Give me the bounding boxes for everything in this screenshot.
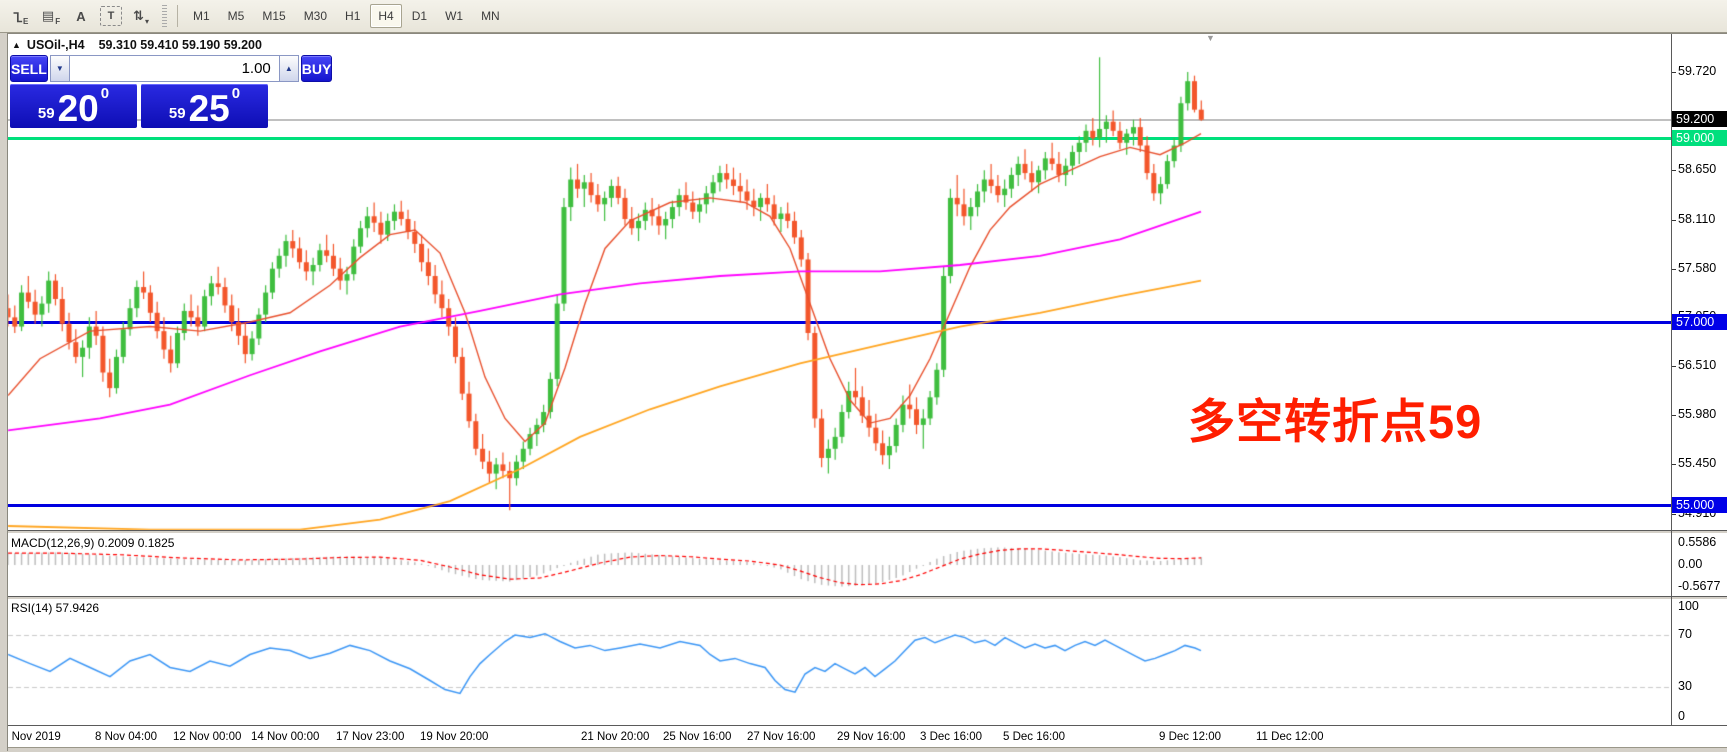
timeframe-button-w1[interactable]: W1 xyxy=(445,9,464,23)
text-label-icon[interactable]: A xyxy=(76,8,86,24)
buy-price-point: 0 xyxy=(231,85,241,102)
price-tick-mark xyxy=(1672,464,1676,465)
volume-input[interactable] xyxy=(69,55,279,82)
window-bottom-strip xyxy=(0,747,1727,752)
timeframe-button-m5[interactable]: M5 xyxy=(227,9,245,23)
rsi-label: RSI(14) 57.9426 xyxy=(11,601,100,615)
buy-price-pips: 25 xyxy=(188,87,230,129)
arrange-objects-icon[interactable]: ⇅ ▾ xyxy=(133,8,149,26)
timeframe-button-mn[interactable]: MN xyxy=(481,9,500,23)
timeframe-button-h4[interactable]: H4 xyxy=(370,4,402,28)
window-top-border xyxy=(0,33,1727,34)
symbol-timeframe-label: USOil-,H4 xyxy=(26,38,85,52)
expert-advisors-icon[interactable]: 𝈼 E xyxy=(13,9,29,27)
timeframe-button-d1[interactable]: D1 xyxy=(411,9,428,23)
buy-price-whole: 59 xyxy=(168,105,186,122)
chart-title: ▲ USOil-,H4 59.310 59.410 59.190 59.200 xyxy=(12,38,262,52)
sell-price-whole: 59 xyxy=(37,105,55,122)
window-left-border xyxy=(0,32,8,751)
price-tick-mark xyxy=(1672,415,1676,416)
volume-decrease-button[interactable]: ▼ xyxy=(49,55,70,82)
price-tick-mark xyxy=(1672,72,1676,73)
price-badge-59.000: 59.000 xyxy=(1672,130,1727,146)
timeframe-button-m30[interactable]: M30 xyxy=(303,9,328,23)
ohlc-values: 59.310 59.410 59.190 59.200 xyxy=(98,38,262,52)
buy-price-tile[interactable]: 59 25 0 xyxy=(141,84,268,128)
main-macd-divider[interactable] xyxy=(8,530,1727,531)
buy-button[interactable]: BUY xyxy=(300,55,333,82)
toolbar-separator xyxy=(177,5,178,27)
sell-price-point: 0 xyxy=(100,85,110,102)
sell-button[interactable]: SELL xyxy=(10,55,48,82)
price-badge-59.200: 59.200 xyxy=(1672,111,1727,127)
rsi-bottom-border xyxy=(8,725,1727,726)
price-tick-mark xyxy=(1672,220,1676,221)
one-click-trading-panel: SELL ▼ ▲ BUY 59 20 0 59 25 0 xyxy=(10,55,333,128)
toolbar-grip[interactable] xyxy=(162,5,167,27)
sell-price-pips: 20 xyxy=(57,87,99,129)
timeframe-button-m15[interactable]: M15 xyxy=(262,9,286,23)
price-badge-57.000: 57.000 xyxy=(1672,314,1727,330)
price-tick-mark xyxy=(1672,366,1676,367)
price-tick-mark xyxy=(1672,269,1676,270)
trend-annotation-text: 多空转折点59 xyxy=(1188,395,1483,448)
collapse-ohlc-icon[interactable]: ▲ xyxy=(12,40,21,50)
timeframe-button-m1[interactable]: M1 xyxy=(193,9,210,23)
macd-rsi-divider[interactable] xyxy=(8,596,1727,597)
price-tick-mark xyxy=(1672,514,1676,515)
macd-label: MACD(12,26,9) 0.2009 0.1825 xyxy=(11,536,175,550)
price-tick-mark xyxy=(1672,170,1676,171)
top-toolbar: 𝈼 E ▤ F A T ⇅ ▾ M1 M5 M15 M30 H1 H4 D1 W1 MN xyxy=(0,0,1727,33)
price-badge-55.000: 55.000 xyxy=(1672,497,1727,513)
text-object-icon[interactable]: T xyxy=(100,6,122,26)
indicator-list-icon[interactable]: ▤ F xyxy=(41,8,61,26)
volume-increase-button[interactable]: ▲ xyxy=(278,55,299,82)
chart-shift-marker[interactable]: ▼ xyxy=(1206,33,1215,43)
timeframe-button-h1[interactable]: H1 xyxy=(345,9,361,23)
price-axis-border xyxy=(1671,34,1672,726)
sell-price-tile[interactable]: 59 20 0 xyxy=(10,84,137,128)
